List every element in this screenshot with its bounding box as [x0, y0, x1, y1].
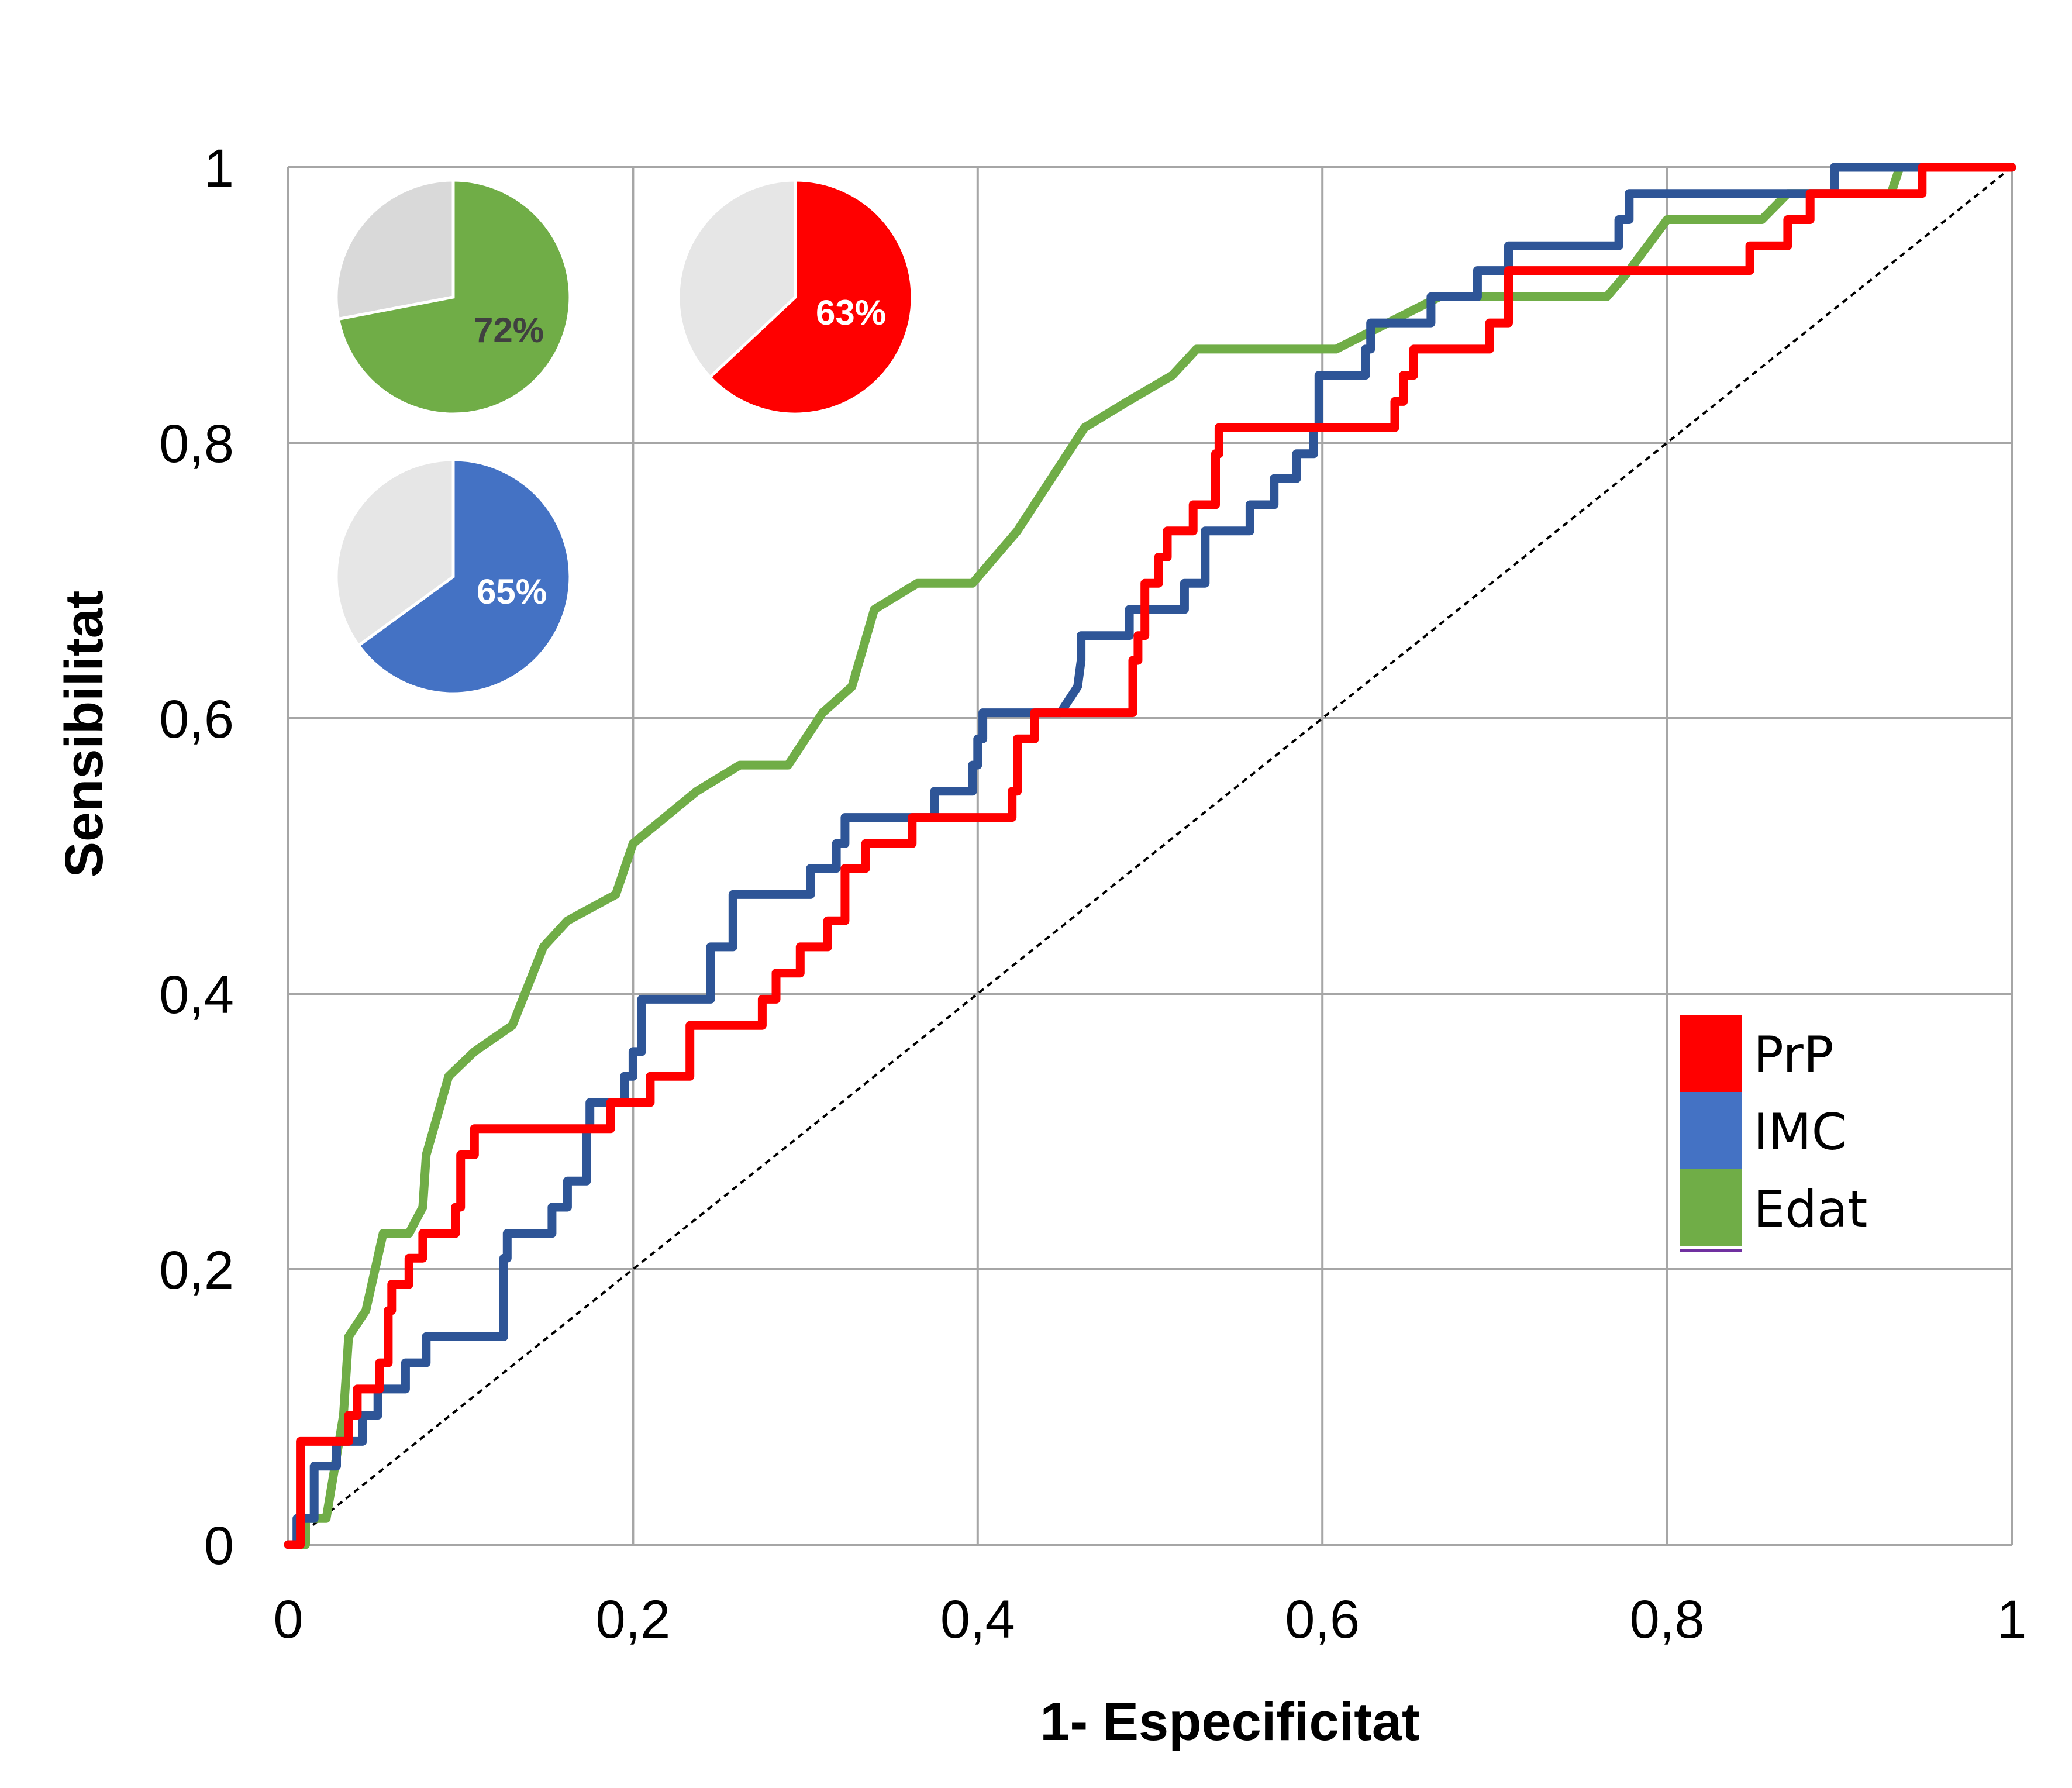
series-line-edat	[284, 163, 2016, 1549]
legend: PrP IMC Edat	[1680, 1015, 1867, 1252]
y-tick-label: 0,2	[159, 1241, 234, 1300]
y-tick-label: 0,4	[159, 965, 234, 1025]
legend-swatch-edat	[1680, 1169, 1742, 1246]
pie-rest-slice	[335, 178, 455, 321]
pie-chart-3: 65%	[335, 458, 572, 695]
pie-value-slice	[336, 178, 572, 416]
legend-swatch-prp	[1680, 1015, 1742, 1092]
legend-swatch-imc	[1680, 1092, 1742, 1169]
y-tick-label: 0,8	[159, 414, 234, 474]
y-tick-label: 0,6	[159, 690, 234, 749]
pie-chart-2: 63%	[677, 178, 914, 416]
legend-label-prp: PrP	[1753, 1026, 1834, 1084]
series-line-imc	[284, 163, 2016, 1549]
x-tick-label: 0,6	[1285, 1590, 1360, 1649]
x-tick-label: 0,8	[1630, 1590, 1705, 1649]
pie-charts: 72% 63% 65%	[335, 178, 914, 695]
pie-chart-1: 72%	[335, 178, 572, 416]
pie-rest-slice	[335, 458, 455, 648]
pie-percent-label: 63%	[816, 293, 886, 332]
pie-value-slice	[708, 178, 914, 416]
x-axis-title: 1- Especificitat	[1040, 1692, 1419, 1752]
y-tick-label: 1	[204, 139, 234, 198]
x-tick-label: 0,4	[940, 1590, 1015, 1649]
legend-label-edat: Edat	[1753, 1180, 1867, 1239]
x-tick-label: 0	[273, 1590, 303, 1649]
y-tick-label: 0	[204, 1516, 234, 1576]
pie-percent-label: 65%	[477, 572, 547, 611]
y-axis-title: Sensibilitat	[54, 591, 114, 878]
pie-percent-label: 72%	[474, 311, 544, 350]
x-tick-label: 1	[1997, 1590, 2026, 1649]
x-tick-label: 0,2	[595, 1590, 670, 1649]
pie-value-slice	[356, 458, 572, 695]
pie-rest-slice	[677, 178, 797, 380]
series-line-prp	[284, 163, 2016, 1549]
legend-label-imc: IMC	[1753, 1103, 1847, 1162]
tick-labels: 0 0,2 0,4 0,6 0,8 1 0 0,2 0,4 0,6 0,8 1	[159, 139, 2026, 1649]
series-lines	[284, 163, 2016, 1549]
